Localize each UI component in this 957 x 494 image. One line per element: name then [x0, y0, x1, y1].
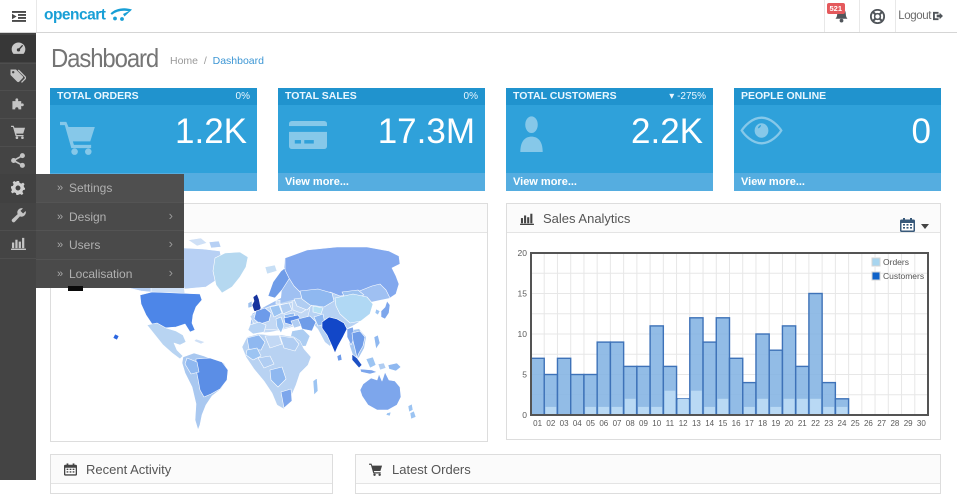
- svg-text:16: 16: [732, 419, 741, 428]
- svg-text:14: 14: [705, 419, 714, 428]
- svg-text:21: 21: [798, 419, 807, 428]
- svg-text:27: 27: [877, 419, 886, 428]
- svg-text:28: 28: [890, 419, 899, 428]
- svg-text:29: 29: [904, 419, 913, 428]
- svg-text:Customers: Customers: [883, 271, 924, 281]
- svg-text:20: 20: [785, 419, 794, 428]
- svg-text:07: 07: [613, 419, 622, 428]
- svg-text:18: 18: [758, 419, 767, 428]
- svg-text:08: 08: [626, 419, 635, 428]
- svg-text:20: 20: [518, 248, 528, 258]
- svg-text:10: 10: [652, 419, 661, 428]
- svg-text:26: 26: [864, 419, 873, 428]
- svg-text:06: 06: [599, 419, 608, 428]
- svg-text:Orders: Orders: [883, 257, 909, 267]
- svg-text:13: 13: [692, 419, 701, 428]
- svg-text:02: 02: [546, 419, 555, 428]
- svg-text:05: 05: [586, 419, 595, 428]
- svg-text:24: 24: [838, 419, 847, 428]
- svg-text:5: 5: [522, 370, 527, 380]
- svg-text:10: 10: [518, 329, 528, 339]
- svg-text:30: 30: [917, 419, 926, 428]
- svg-text:25: 25: [851, 419, 860, 428]
- svg-text:15: 15: [718, 419, 727, 428]
- svg-text:11: 11: [666, 419, 675, 428]
- svg-text:23: 23: [824, 419, 833, 428]
- svg-text:09: 09: [639, 419, 648, 428]
- svg-text:17: 17: [745, 419, 754, 428]
- svg-text:opencart: opencart: [44, 7, 106, 24]
- svg-text:03: 03: [560, 419, 569, 428]
- svg-text:15: 15: [518, 289, 528, 299]
- svg-text:0: 0: [522, 410, 527, 420]
- svg-text:01: 01: [533, 419, 542, 428]
- svg-text:22: 22: [811, 419, 820, 428]
- svg-text:19: 19: [771, 419, 780, 428]
- svg-text:12: 12: [679, 419, 688, 428]
- svg-text:04: 04: [573, 419, 582, 428]
